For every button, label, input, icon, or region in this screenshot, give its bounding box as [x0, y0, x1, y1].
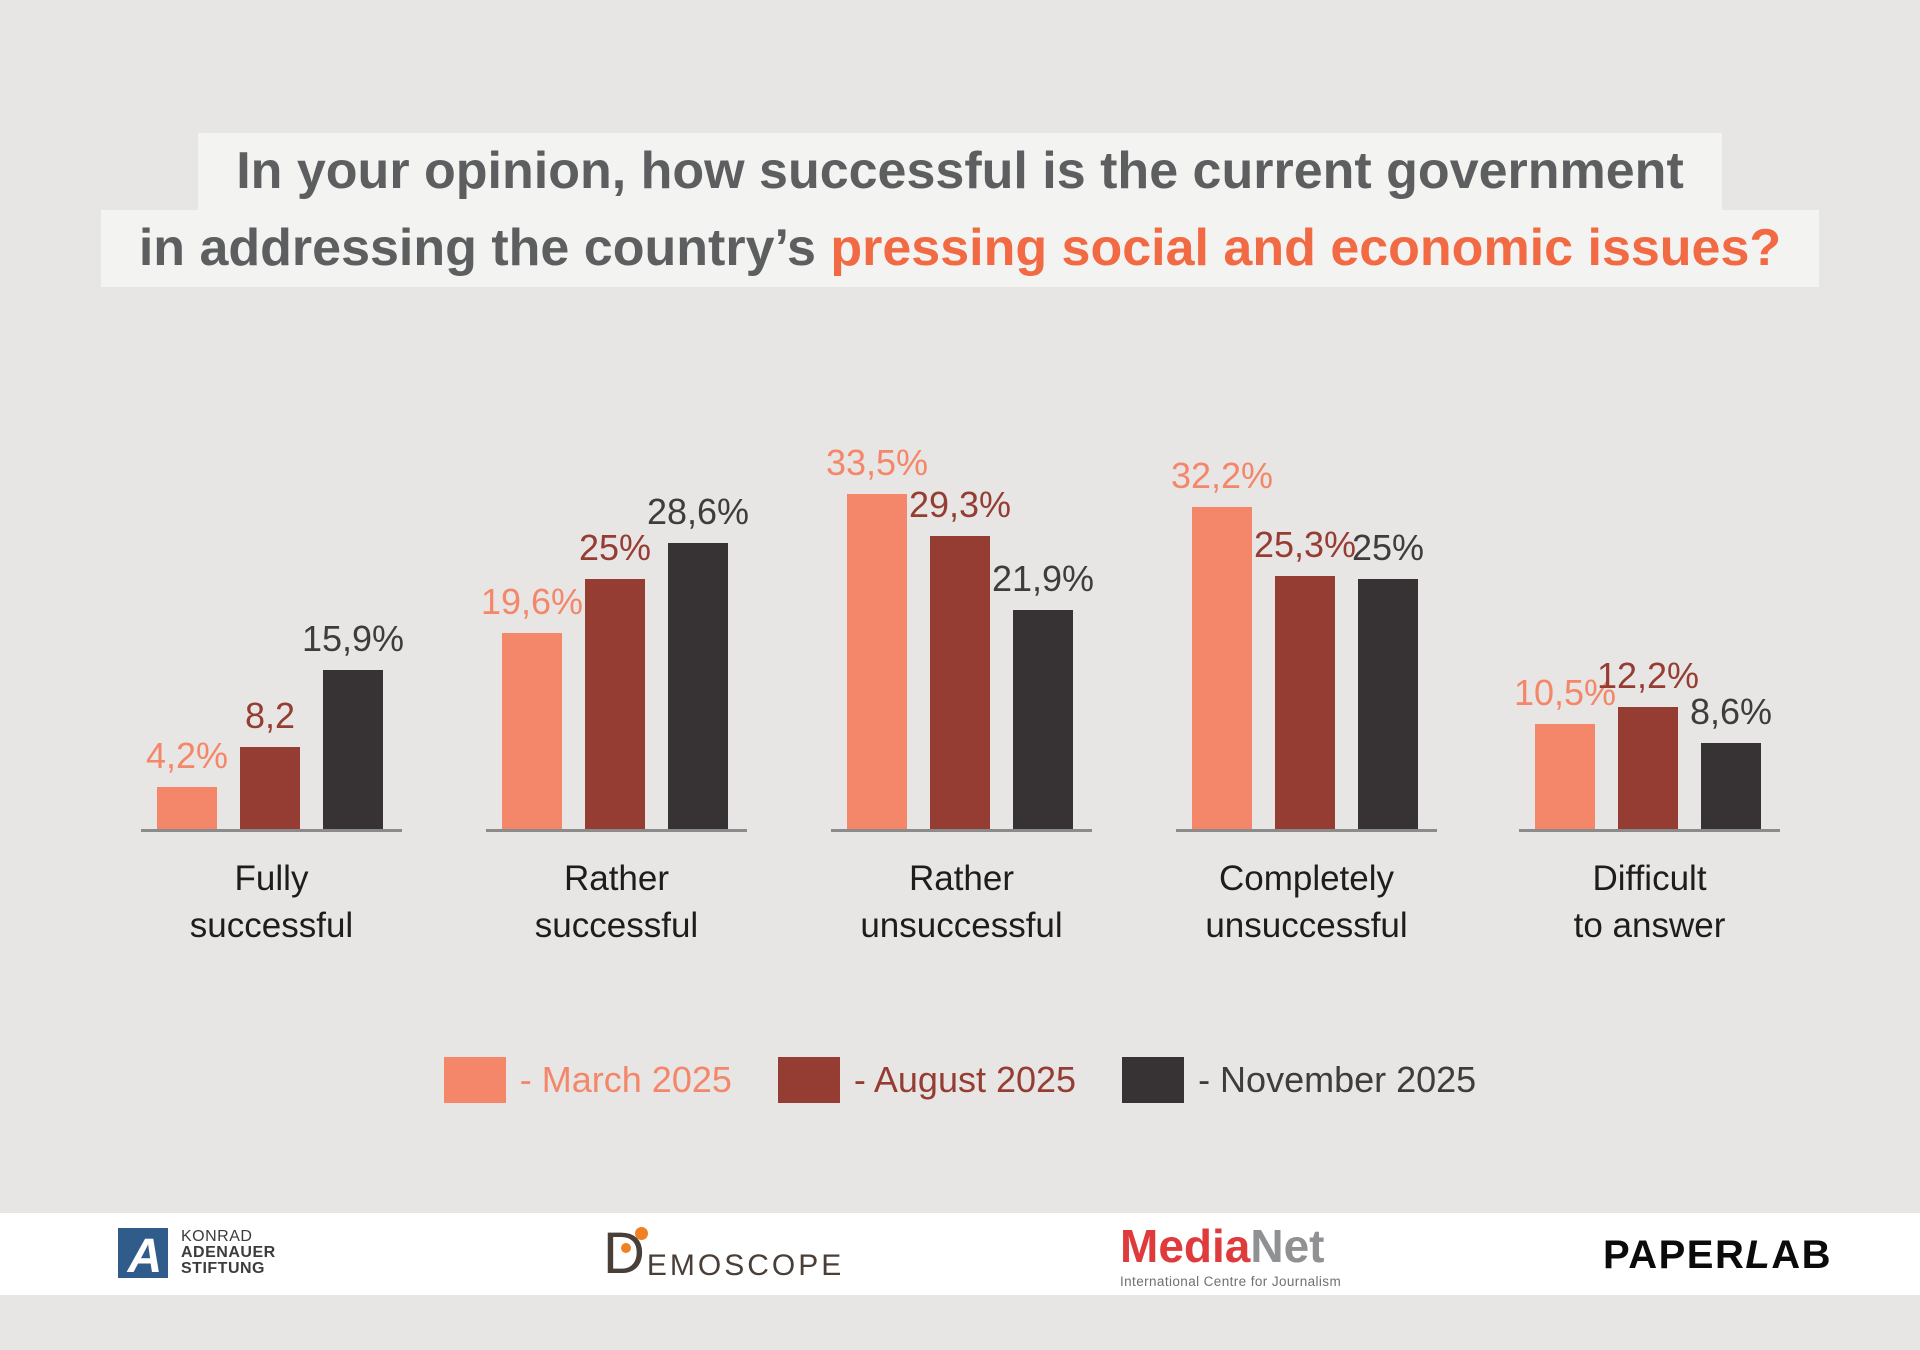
medianet-logo: MediaNet International Centre for Journa…: [1120, 1221, 1341, 1289]
category-label-rather-unsuccessful: Rather unsuccessful: [802, 855, 1122, 949]
demoscope-logo: DEMOSCOPE: [603, 1225, 844, 1283]
title-line-1: In your opinion, how successful is the c…: [0, 133, 1920, 210]
bar-value-label: 19,6%: [480, 581, 584, 622]
axis-baseline: [1519, 829, 1780, 832]
bar-value-label: 4,2%: [145, 735, 229, 776]
kas-line-konrad: KONRAD: [181, 1228, 253, 1245]
chart-title: In your opinion, how successful is the c…: [0, 133, 1920, 287]
bar-group-fully-successful: 4,2% 8,2 15,9% Fully successful: [141, 449, 405, 945]
bar-group-difficult-to-answer: 10,5% 12,2% 8,6% Difficult to answer: [1514, 449, 1780, 945]
demoscope-dot-small-icon: [621, 1243, 631, 1253]
legend-label-november: - November 2025: [1198, 1059, 1477, 1100]
legend-swatch-november-icon: [1122, 1057, 1185, 1103]
bar-completely-unsuccessful-august-2025: [1275, 576, 1335, 829]
bar-group-completely-unsuccessful: 32,2% 25,3% 25% Completely unsuccessful: [1171, 449, 1437, 945]
axis-baseline: [141, 829, 402, 832]
bar-value-label: 8,6%: [1689, 691, 1773, 732]
legend-label-august: - August 2025: [853, 1059, 1077, 1100]
bar-difficult-to-answer-march-2025: [1535, 724, 1595, 829]
axis-baseline: [1176, 829, 1437, 832]
bar-completely-unsuccessful-march-2025: [1192, 507, 1252, 829]
svg-text:A: A: [127, 1230, 163, 1278]
bar-completely-unsuccessful-november-2025: [1358, 579, 1418, 829]
bar-value-label: 12,2%: [1596, 655, 1700, 696]
paperlab-ab-text: AB: [1771, 1233, 1833, 1277]
category-label-rather-successful: Rather successful: [457, 855, 777, 949]
bar-group-rather-unsuccessful: 33,5% 29,3% 21,9% Rather unsuccessful: [826, 442, 1095, 945]
bar-rather-successful-november-2025: [668, 543, 728, 829]
category-label-line: Difficult: [1592, 859, 1707, 898]
medianet-tagline: International Centre for Journalism: [1120, 1274, 1342, 1289]
legend-swatch-august-icon: [777, 1057, 840, 1103]
legend-entry-november-2025: - November 2025: [1122, 1057, 1476, 1103]
paperlab-l-text: L: [1745, 1233, 1772, 1277]
bar-fully-successful-november-2025: [323, 670, 383, 829]
category-label-line: successful: [534, 906, 699, 945]
category-label-line: unsuccessful: [860, 906, 1063, 945]
category-label-completely-unsuccessful: Completely unsuccessful: [1147, 855, 1467, 949]
bar-value-label: 25,3%: [1253, 524, 1357, 565]
footer-logo-band: A KONRAD ADENAUER STIFTUNG DEMOSCOPE Med…: [0, 1213, 1920, 1295]
category-label-line: Fully: [234, 859, 309, 898]
paperlab-paper-text: PAPER: [1603, 1233, 1746, 1277]
medianet-media-text: Media: [1120, 1220, 1251, 1272]
axis-baseline: [831, 829, 1092, 832]
bar-value-label: 10,5%: [1513, 672, 1617, 713]
bar-value-label: 33,5%: [825, 442, 929, 483]
bar-rather-unsuccessful-march-2025: [847, 494, 907, 829]
kas-wordmark: KONRAD ADENAUER STIFTUNG: [181, 1229, 276, 1277]
legend-label-march: - March 2025: [519, 1059, 732, 1100]
category-label-line: Rather: [908, 859, 1015, 898]
bar-fully-successful-march-2025: [157, 787, 217, 829]
bar-value-label: 15,9%: [301, 618, 405, 659]
legend-entry-march-2025: - March 2025: [443, 1057, 732, 1103]
category-label-line: to answer: [1573, 906, 1726, 945]
category-label-difficult-to-answer: Difficult to answer: [1490, 855, 1810, 949]
bar-rather-unsuccessful-november-2025: [1013, 610, 1073, 829]
bar-rather-successful-august-2025: [585, 579, 645, 829]
bar-value-label: 21,9%: [991, 558, 1095, 599]
title-line-2-text: in addressing the country’s pressing soc…: [100, 210, 1820, 287]
bar-difficult-to-answer-august-2025: [1618, 707, 1678, 829]
demoscope-dot-icon: [635, 1227, 648, 1240]
bar-value-label: 25%: [578, 527, 652, 568]
kas-line-stiftung: STIFTUNG: [181, 1260, 265, 1277]
bar-group-rather-successful: 19,6% 25% 28,6% Rather successful: [481, 449, 750, 945]
category-label-line: Rather: [563, 859, 670, 898]
category-label-line: unsuccessful: [1205, 906, 1408, 945]
bar-fully-successful-august-2025: [240, 747, 300, 829]
category-label-fully-successful: Fully successful: [112, 855, 432, 949]
title-line-2-prefix: in addressing the country’s: [138, 219, 831, 277]
medianet-wordmark: MediaNet: [1120, 1221, 1341, 1271]
bar-difficult-to-answer-november-2025: [1701, 743, 1761, 829]
bar-rather-unsuccessful-august-2025: [930, 536, 990, 829]
kas-mark-icon: A: [118, 1228, 168, 1278]
grouped-bar-chart: 4,2% 8,2 15,9% Fully successful 19,6% 25% 28,6%…: [141, 442, 1780, 945]
title-line-2-highlight: pressing social and economic issues?: [830, 219, 1782, 277]
medianet-net-text: Net: [1250, 1220, 1325, 1272]
bar-rather-successful-march-2025: [502, 633, 562, 829]
category-label-line: successful: [189, 906, 354, 945]
category-label-line: Completely: [1218, 859, 1395, 898]
kas-line-adenauer: ADENAUER: [181, 1244, 276, 1261]
chart-legend: - March 2025 - August 2025 - November 20…: [0, 1057, 1920, 1103]
legend-swatch-march-icon: [443, 1057, 506, 1103]
title-line-1-text: In your opinion, how successful is the c…: [198, 133, 1722, 210]
bar-value-label: 29,3%: [908, 484, 1012, 525]
paperlab-logo: PAPERLAB: [1603, 1233, 1832, 1278]
axis-baseline: [486, 829, 747, 832]
bar-value-label: 8,2: [244, 695, 296, 736]
bar-value-label: 28,6%: [646, 491, 750, 532]
demoscope-wordmark: EMOSCOPE: [646, 1249, 845, 1282]
title-line-2: in addressing the country’s pressing soc…: [0, 210, 1920, 287]
legend-entry-august-2025: - August 2025: [777, 1057, 1077, 1103]
bar-value-label: 25%: [1351, 527, 1425, 568]
bar-value-label: 32,2%: [1170, 455, 1274, 496]
konrad-adenauer-stiftung-logo: A KONRAD ADENAUER STIFTUNG: [118, 1228, 276, 1278]
